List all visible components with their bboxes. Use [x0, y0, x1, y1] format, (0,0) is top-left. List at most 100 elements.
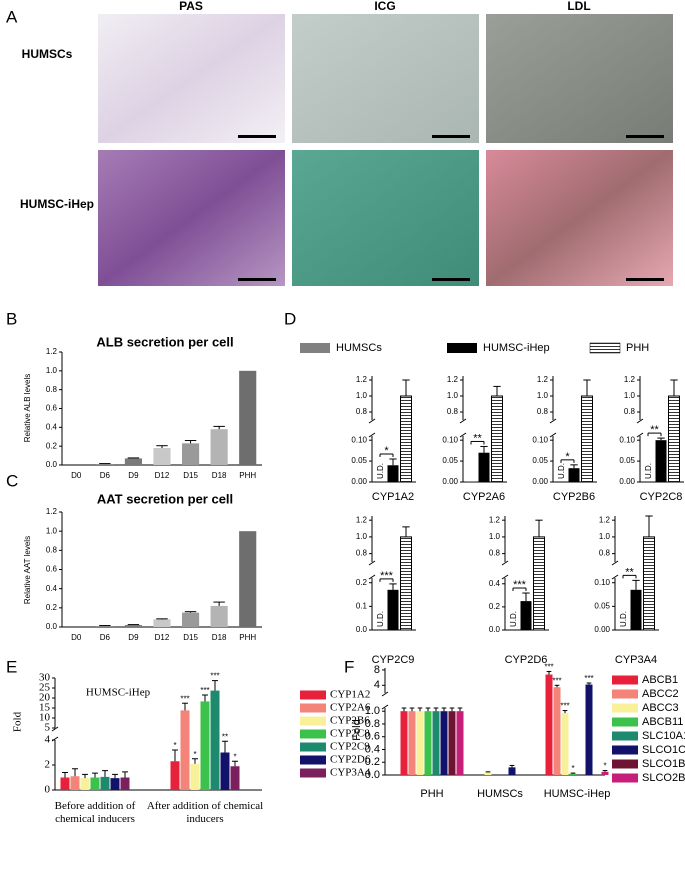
panel-label: A — [6, 7, 18, 26]
value-label: U.D. — [376, 611, 385, 627]
chart-title: HUMSC-iHep — [86, 687, 151, 699]
significance-label: * — [193, 750, 196, 759]
scale-bar — [626, 135, 664, 138]
x-tick-label: CYP1A2 — [372, 491, 414, 503]
y-tick-label: 1.0 — [365, 705, 380, 717]
x-tick-label-box: After addition of chemical inducers — [146, 800, 264, 825]
axis-label: Relative AAT levels — [23, 536, 32, 604]
micrograph — [486, 150, 673, 286]
bar — [96, 464, 114, 465]
bar — [440, 711, 448, 775]
y-tick-label: 10 — [39, 712, 51, 724]
y-tick-label: 1.0 — [46, 366, 58, 375]
significance-label: *** — [200, 686, 209, 695]
bar — [180, 710, 190, 790]
legend-swatch — [300, 703, 326, 713]
y-tick-label: 1.2 — [356, 515, 368, 524]
y-tick-label: 2 — [45, 759, 51, 771]
y-tick-label: 1.0 — [599, 532, 611, 541]
micrograph — [98, 150, 285, 286]
legend-swatch — [612, 773, 638, 783]
axis-break — [636, 432, 644, 438]
y-tick-label: 1.2 — [447, 375, 459, 384]
bar — [408, 711, 416, 775]
axis-break — [368, 574, 376, 580]
y-tick-label: 1.0 — [46, 526, 58, 535]
y-tick-label: 4 — [374, 679, 380, 691]
axis-break — [368, 432, 376, 438]
x-tick-label: D0 — [71, 471, 82, 480]
value-label: U.D. — [376, 463, 385, 479]
value-label: U.D. — [619, 611, 628, 627]
legend-label: SLCO1C1 — [642, 744, 685, 756]
bar — [569, 773, 577, 775]
bar — [210, 605, 228, 627]
y-tick-label: 1.0 — [537, 391, 549, 400]
x-tick-label-box: HUMSC-iHep — [544, 788, 611, 800]
bar — [655, 440, 667, 482]
axis-break — [549, 432, 557, 438]
bar — [153, 619, 171, 627]
legend-swatch — [589, 342, 621, 354]
y-tick-label: 0.00 — [351, 477, 367, 486]
y-tick-label: 0.4 — [489, 579, 501, 588]
x-tick-label: CYP2C8 — [640, 491, 683, 503]
y-tick-label: 0.8 — [447, 407, 459, 416]
bar — [124, 625, 142, 627]
y-tick-label: 0.2 — [365, 756, 380, 768]
significance-label: *** — [210, 672, 219, 681]
x-tick-label: D9 — [128, 471, 139, 480]
x-tick-label: D0 — [71, 633, 82, 642]
x-tick-label: D18 — [212, 633, 227, 642]
y-tick-label: 0.0 — [365, 769, 380, 781]
y-tick-label: 0.4 — [46, 422, 58, 431]
legend-swatch — [612, 759, 638, 769]
bar — [120, 777, 130, 790]
legend-label: ABCB1 — [642, 674, 678, 686]
axis-break — [368, 418, 376, 424]
legend-label: ABCC2 — [642, 688, 679, 700]
bar — [533, 536, 545, 631]
axis-break — [459, 418, 467, 424]
significance-label: *** — [560, 702, 569, 711]
y-tick-label: 25 — [39, 682, 51, 694]
micrograph — [98, 14, 285, 143]
significance-label: ** — [473, 432, 482, 444]
significance-label: *** — [584, 674, 593, 683]
significance-label: ** — [222, 732, 228, 741]
x-tick-label: D9 — [128, 633, 139, 642]
significance-label: *** — [180, 694, 189, 703]
y-tick-label: 1.0 — [489, 532, 501, 541]
x-tick-label: D15 — [183, 471, 198, 480]
x-tick-label: PHH — [239, 633, 256, 642]
y-tick-label: 0.00 — [442, 477, 458, 486]
axis-break — [381, 691, 389, 697]
significance-label: *** — [513, 579, 527, 591]
bar — [387, 589, 399, 630]
y-tick-label: 0.1 — [356, 601, 368, 610]
axis-break — [636, 418, 644, 424]
x-tick-label: Before addition of chemical inducers — [54, 800, 136, 825]
y-tick-label: 0.05 — [532, 456, 548, 465]
x-tick-label: After addition of chemical inducers — [146, 800, 264, 825]
legend-swatch — [612, 731, 638, 741]
bar — [239, 370, 257, 465]
panel-label: B — [6, 309, 17, 328]
axis-break — [459, 432, 467, 438]
legend-swatch — [300, 716, 326, 726]
panel-label: F — [344, 657, 354, 676]
axis-label: Fold — [351, 719, 363, 740]
x-tick-label: D15 — [183, 633, 198, 642]
column-header: LDL — [567, 0, 590, 13]
y-tick-label: 1.2 — [46, 507, 58, 516]
bar — [432, 711, 440, 775]
bar — [220, 752, 230, 790]
x-tick-label-box: Before addition of chemical inducers — [54, 800, 136, 825]
axis-break — [381, 704, 389, 710]
legend-label: CYP2D6 — [330, 754, 371, 766]
chart-title: ALB secretion per cell — [96, 334, 233, 349]
micrograph — [292, 14, 479, 143]
legend-label: CYP1A2 — [330, 689, 370, 701]
bar — [182, 443, 200, 465]
axis-break — [611, 574, 619, 580]
